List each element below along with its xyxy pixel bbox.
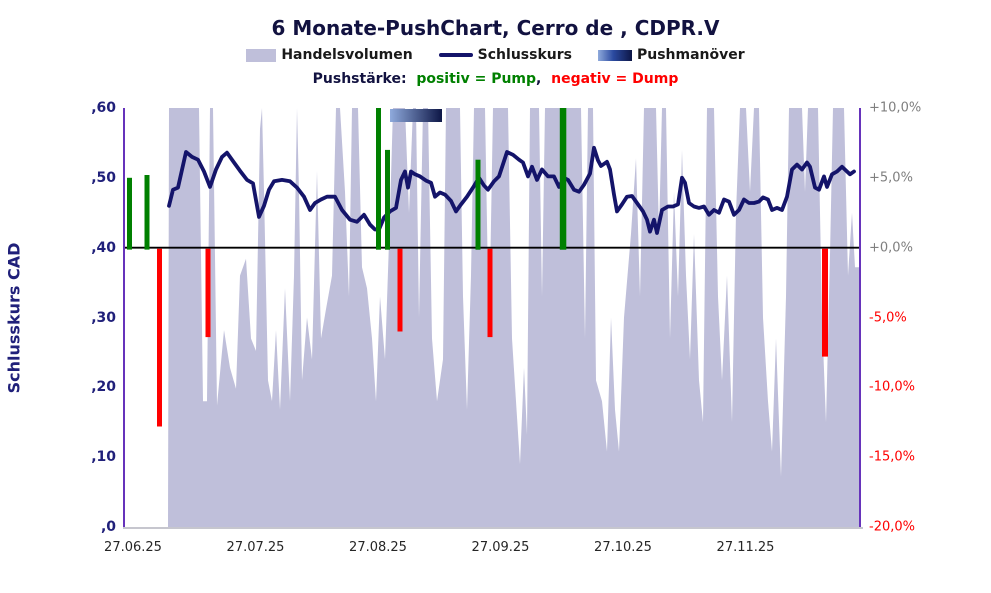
y-right-tick: +10,0%	[869, 100, 922, 116]
legend-item-push: Pushmanöver	[597, 47, 745, 63]
x-axis-line	[123, 527, 863, 529]
y-right-tick: -10,0%	[869, 379, 915, 395]
chart-canvas	[125, 108, 859, 527]
y-right-tick: -20,0%	[869, 519, 915, 535]
dump-bar	[822, 248, 828, 357]
y-left-tick: ,50	[91, 169, 116, 186]
chart-title: 6 Monate-PushChart, Cerro de , CDPR.V	[271, 16, 720, 40]
pump-bar	[559, 108, 567, 250]
push-strength-prefix: Pushstärke:	[312, 71, 407, 87]
close-price-line	[167, 145, 856, 235]
legend-item-close: Schlusskurs	[438, 47, 572, 63]
dump-bar	[205, 248, 211, 338]
y-left-tick: ,10	[91, 449, 116, 466]
legend: Handelsvolumen Schlusskurs Pushmanöver	[0, 47, 991, 63]
plot-area	[123, 108, 861, 527]
y-axis-title: Schlusskurs CAD	[4, 242, 24, 394]
y-right-tick: +0,0%	[869, 240, 913, 256]
push-strength-negative: negativ = Dump	[551, 71, 679, 87]
y-left-tick: ,60	[91, 100, 116, 116]
close-line-swatch-icon	[438, 53, 473, 57]
x-axis-tick: 27.06.25	[104, 540, 162, 555]
pump-bar	[127, 177, 132, 250]
dump-bar	[397, 248, 403, 332]
y-right-tick: -15,0%	[869, 449, 915, 465]
x-axis-tick: 27.07.25	[226, 540, 285, 555]
legend-close-label: Schlusskurs	[477, 47, 572, 63]
x-axis-tick: 27.09.25	[471, 540, 530, 555]
push-swatch-icon	[597, 49, 632, 61]
volume-swatch-icon	[246, 48, 277, 62]
push-strength-positive: positiv = Pump	[416, 71, 537, 87]
legend-item-volume: Handelsvolumen	[246, 47, 413, 63]
pump-bar	[144, 175, 150, 250]
dump-bar	[157, 248, 162, 427]
y-left-tick: ,40	[91, 239, 116, 256]
pump-bar	[475, 159, 481, 250]
x-axis-tick: 27.10.25	[594, 540, 652, 555]
dump-bar	[487, 248, 493, 338]
pump-bar	[376, 108, 381, 250]
y-right-tick: +5,0%	[869, 170, 913, 186]
y-left-tick: ,20	[91, 379, 116, 396]
y-right-tick: -5,0%	[869, 310, 907, 325]
push-maneuver-marker	[390, 109, 442, 122]
pump-bar	[385, 149, 390, 250]
x-axis-tick: 27.11.25	[716, 540, 775, 555]
legend-push-label: Pushmanöver	[636, 47, 745, 63]
volume-area	[168, 108, 859, 527]
y-left-tick: ,30	[91, 309, 116, 326]
push-strength-note: Pushstärke: positiv = Pump, negativ = Du…	[0, 71, 991, 87]
push-strength-separator: ,	[536, 71, 542, 87]
legend-volume-label: Handelsvolumen	[281, 47, 413, 63]
y-left-tick: ,0	[100, 519, 116, 535]
x-axis-tick: 27.08.25	[349, 540, 407, 555]
